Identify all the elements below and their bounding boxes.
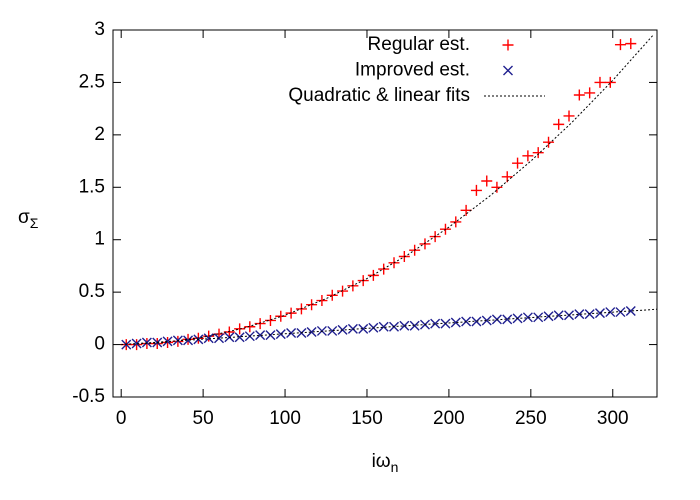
legend-label: Regular est. [368, 34, 470, 55]
x-label-sub: n [391, 459, 399, 475]
y-tick-label: 1.5 [79, 176, 105, 197]
point-marker [522, 312, 533, 323]
legend-swatch [502, 39, 514, 51]
point-marker [214, 333, 225, 344]
x-tick-label: 150 [351, 408, 383, 429]
point-marker [543, 136, 555, 148]
point-marker [327, 325, 338, 336]
x-tick-label: 200 [433, 408, 465, 429]
point-marker [234, 323, 246, 335]
x-tick-label: 100 [269, 408, 301, 429]
point-marker [203, 333, 214, 344]
point-marker [234, 332, 245, 343]
x-tick-label: 300 [597, 408, 629, 429]
point-marker [378, 321, 389, 332]
point-marker [573, 89, 585, 101]
point-marker [563, 110, 575, 122]
point-marker [491, 181, 503, 193]
point-marker [306, 299, 318, 311]
point-marker [162, 336, 173, 347]
plot-frame [112, 29, 658, 398]
point-marker [584, 87, 596, 99]
point-marker [264, 314, 276, 326]
point-marker [450, 216, 462, 228]
x-tick-label: 250 [515, 408, 547, 429]
point-marker [553, 118, 565, 130]
y-tick-label: 1 [94, 229, 105, 250]
point-marker [244, 321, 256, 333]
legend-label: Improved est. [355, 60, 470, 81]
legend-swatch [503, 65, 513, 76]
point-marker [574, 309, 585, 320]
y-label-main: σ [18, 207, 30, 228]
y-tick-label: 2 [94, 124, 105, 145]
fit-line [121, 34, 658, 346]
legend-label: Quadratic & linear fits [288, 85, 470, 106]
point-marker [255, 330, 266, 341]
point-marker [326, 289, 338, 301]
point-marker [275, 329, 286, 340]
point-marker [512, 157, 524, 169]
y-tick-label: 0 [94, 334, 105, 355]
y-label-sub: Σ [30, 215, 39, 231]
point-marker [605, 307, 616, 318]
point-marker [614, 39, 626, 51]
y-tick-label: 0.5 [79, 281, 105, 302]
point-marker [358, 323, 369, 334]
y-axis-label: σΣ [18, 207, 39, 231]
x-tick-label: 50 [193, 408, 214, 429]
point-marker [286, 328, 297, 339]
point-marker [131, 339, 143, 351]
point-marker [594, 308, 605, 319]
point-marker [471, 316, 482, 327]
point-marker [399, 320, 410, 331]
point-marker [481, 315, 492, 326]
point-marker [625, 38, 637, 50]
point-marker [522, 150, 534, 162]
x-axis-label: iωn [372, 451, 399, 475]
point-marker [430, 318, 441, 329]
point-marker [502, 314, 513, 325]
point-marker [481, 175, 493, 187]
point-marker [553, 310, 564, 321]
point-marker [501, 171, 513, 183]
point-marker [409, 320, 420, 331]
point-marker [183, 335, 194, 346]
point-marker [470, 184, 482, 196]
point-marker [254, 318, 266, 330]
point-marker [460, 204, 472, 216]
point-marker [419, 238, 431, 250]
point-marker [162, 336, 174, 348]
y-tick-label: 3 [94, 19, 105, 40]
point-marker [594, 76, 606, 88]
point-marker [450, 317, 461, 328]
point-marker [275, 310, 287, 322]
point-marker [131, 338, 142, 349]
point-marker [316, 295, 328, 307]
y-tick-label: 2.5 [79, 71, 105, 92]
point-marker [625, 306, 636, 317]
point-marker [306, 326, 317, 337]
point-marker [604, 76, 616, 88]
y-tick-label: -0.5 [72, 386, 105, 407]
x-tick-label: 0 [116, 408, 127, 429]
point-marker [182, 333, 194, 345]
x-label-main: iω [372, 451, 391, 472]
point-marker [532, 147, 544, 159]
